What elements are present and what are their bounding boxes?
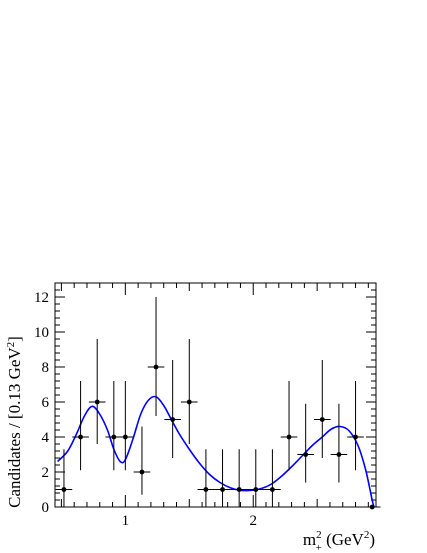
y-tick-label: 6 <box>42 395 50 411</box>
data-marker <box>319 417 325 422</box>
data-point <box>72 381 89 471</box>
axis-ticks <box>55 282 376 508</box>
data-marker <box>369 504 375 510</box>
x-axis-label-unit: (GeV <box>322 530 365 549</box>
y-tick-label: 2 <box>42 465 50 481</box>
data-marker <box>78 434 83 440</box>
data-points-group <box>55 297 381 510</box>
y-axis-label-text: Candidates / [0.13 GeV <box>5 347 24 508</box>
data-point <box>313 360 331 458</box>
fit-curve-group <box>56 395 375 508</box>
x-axis-label-sub: + <box>316 542 322 553</box>
data-point <box>88 339 106 444</box>
data-marker <box>236 487 242 492</box>
data-marker <box>353 434 358 440</box>
data-point <box>117 381 134 471</box>
x-axis-label: m2 + (GeV2) <box>303 529 375 553</box>
y-axis-label-tail: ] <box>5 336 24 342</box>
data-marker <box>286 434 292 440</box>
y-axis-label-sup: 2 <box>5 342 17 348</box>
y-tick-label: 8 <box>42 360 50 376</box>
x-axis-label-unit-sup: 2 <box>364 529 370 541</box>
data-point <box>330 403 348 483</box>
data-point <box>133 426 151 495</box>
data-point <box>214 449 231 507</box>
fit-curve <box>56 395 375 508</box>
data-marker <box>270 487 275 492</box>
y-axis-label: Candidates / [0.13 GeV2] <box>5 336 24 508</box>
x-axis-label-unit-tail: ) <box>369 530 375 549</box>
data-marker <box>303 452 309 457</box>
data-marker <box>203 487 209 492</box>
data-marker <box>253 487 259 492</box>
data-marker <box>139 469 145 475</box>
data-point <box>280 381 298 471</box>
y-tick-label: 4 <box>42 430 50 446</box>
data-point <box>247 449 265 507</box>
data-point <box>363 504 381 510</box>
data-marker <box>336 452 342 457</box>
data-point <box>180 339 198 444</box>
data-marker <box>220 487 225 492</box>
y-tick-label: 0 <box>42 500 50 516</box>
data-marker <box>111 434 117 440</box>
x-tick-label: 2 <box>249 513 257 529</box>
plot-frame <box>54 282 377 508</box>
data-point <box>55 449 73 507</box>
data-point <box>147 297 165 416</box>
y-tick-labels: 0 2 4 6 8 10 12 <box>34 290 50 516</box>
data-marker <box>122 434 128 440</box>
data-point <box>164 360 181 458</box>
data-marker <box>61 487 67 492</box>
data-marker <box>170 417 176 422</box>
data-marker <box>153 364 159 370</box>
y-tick-label: 12 <box>34 290 49 306</box>
data-point <box>230 449 248 507</box>
data-point <box>297 403 314 483</box>
x-axis-label-sup: 2 <box>316 529 322 541</box>
data-point <box>105 381 123 471</box>
data-marker <box>186 399 192 405</box>
x-axis-label-m: m <box>303 530 316 549</box>
x-tick-label: 1 <box>122 513 130 529</box>
data-point <box>347 381 364 471</box>
y-tick-label: 10 <box>34 325 49 341</box>
data-point <box>264 449 281 507</box>
data-point <box>197 449 215 507</box>
data-marker <box>94 399 100 405</box>
